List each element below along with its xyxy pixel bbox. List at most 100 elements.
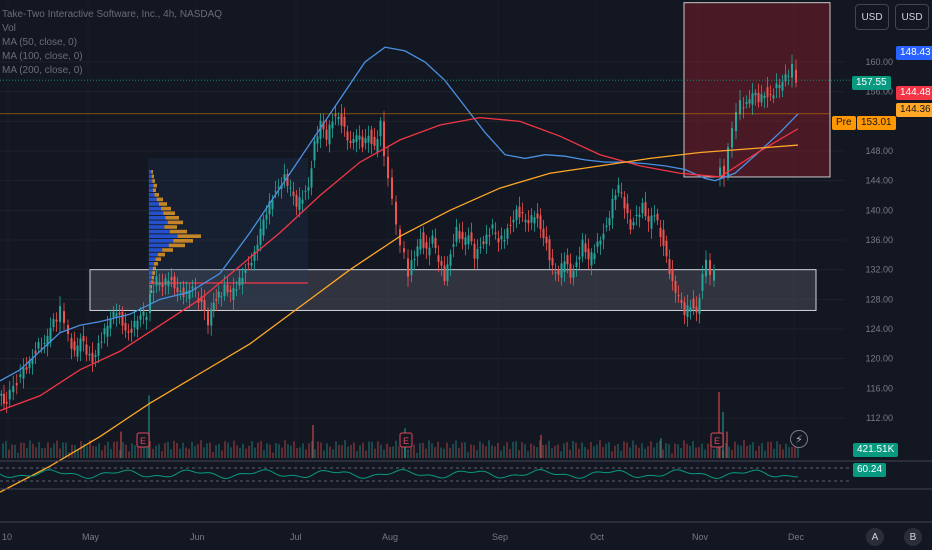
candle-body [164,278,167,286]
volume-bar [611,451,613,458]
candle-body [659,227,662,238]
currency-button[interactable]: USD [855,4,889,30]
candle-body [446,264,449,281]
volume-bar [23,442,25,458]
volume-profile-bar [149,266,153,271]
candle-body [581,239,584,257]
legend-vol[interactable]: Vol [2,23,16,34]
candle-body [364,137,367,144]
volume-bar [101,450,103,458]
candle-body [656,213,659,221]
earnings-icon: E [136,432,150,448]
candle-body [518,206,521,218]
volume-bar [104,445,106,458]
volume-bar [236,445,238,458]
volume-bar [203,447,205,458]
log-scale-button[interactable]: B [904,528,922,546]
price-axis-label: 156.00 [865,87,893,97]
volume-bar [47,442,49,458]
legend-ma200[interactable]: MA (200, close, 0) [2,65,83,76]
candle-body [497,238,500,243]
volume-bar [638,447,640,458]
volume-bar [734,441,736,458]
time-axis-label: Aug [382,532,398,542]
candle-body [19,374,22,378]
candle-body [551,257,554,266]
volume-bar [743,440,745,458]
volume-profile-bar [151,170,153,174]
candle-body [671,269,674,282]
candle-body [791,63,793,78]
candle-body [313,141,316,161]
auto-scale-button[interactable]: A [866,528,884,546]
candle-body [304,190,307,192]
candle-body [238,277,241,286]
candle-body [437,255,440,262]
symbol-title[interactable]: Take-Two Interactive Software, Inc., 4h,… [2,9,223,20]
candle-body [506,228,509,239]
volume-profile-bar [152,266,156,271]
volume-bar [563,443,565,458]
volume-bar [131,443,133,458]
volume-bar [38,441,40,458]
candle-body [713,268,715,281]
time-axis-label: Jun [190,532,205,542]
volume-bar [197,444,199,458]
candle-body [596,241,599,247]
volume-bar [158,444,160,458]
volume-bar [794,440,796,458]
volume-bar [299,447,301,458]
price-axis-label: 136.00 [865,235,893,245]
volume-bar [233,440,235,458]
volume-profile-bar [153,183,157,188]
candle-body [677,295,680,297]
candle-body [692,298,695,309]
candle-body [37,342,40,349]
candle-body [745,102,748,104]
volume-bar [422,442,424,458]
volume-bar [629,447,631,458]
currency-button-2[interactable]: USD [895,4,929,30]
candle-body [650,215,653,229]
volume-bar [695,447,697,458]
candle-body [428,247,431,256]
candle-body [413,259,416,261]
volume-bar [293,441,295,458]
volume-bar [278,444,280,458]
volume-bar [521,442,523,458]
volume-bar [8,449,10,458]
legend-ma50[interactable]: MA (50, close, 0) [2,37,78,48]
candle-body [158,282,161,286]
volume-bar [62,442,64,458]
lightning-icon[interactable]: ⚡ [790,430,808,448]
volume-bar [488,440,490,458]
candle-body [247,263,250,265]
volume-bar [281,447,283,458]
legend-ma100[interactable]: MA (100, close, 0) [2,51,83,62]
volume-bar [95,446,97,458]
candle-body [200,296,203,302]
volume-bar [125,444,127,458]
volume-bar [788,447,790,458]
volume-bar [134,445,136,458]
volume-bar [188,448,190,458]
volume-bar [656,442,658,458]
candle-body [387,156,389,179]
volume-profile-bar [151,280,153,284]
candle-body [766,87,769,98]
candle-body [283,174,286,180]
candle-body [292,191,295,196]
volume-bar [128,451,130,458]
volume-bar [14,444,16,458]
price-axis-label: 132.00 [865,265,893,275]
volume-bar [413,444,415,458]
candle-body [391,177,393,199]
volume-bar [764,450,766,458]
candle-body [403,248,405,253]
candle-body [443,265,446,282]
candle-body [31,358,34,365]
volume-spike [726,431,728,458]
candle-body [407,258,409,277]
candle-body [207,311,209,326]
